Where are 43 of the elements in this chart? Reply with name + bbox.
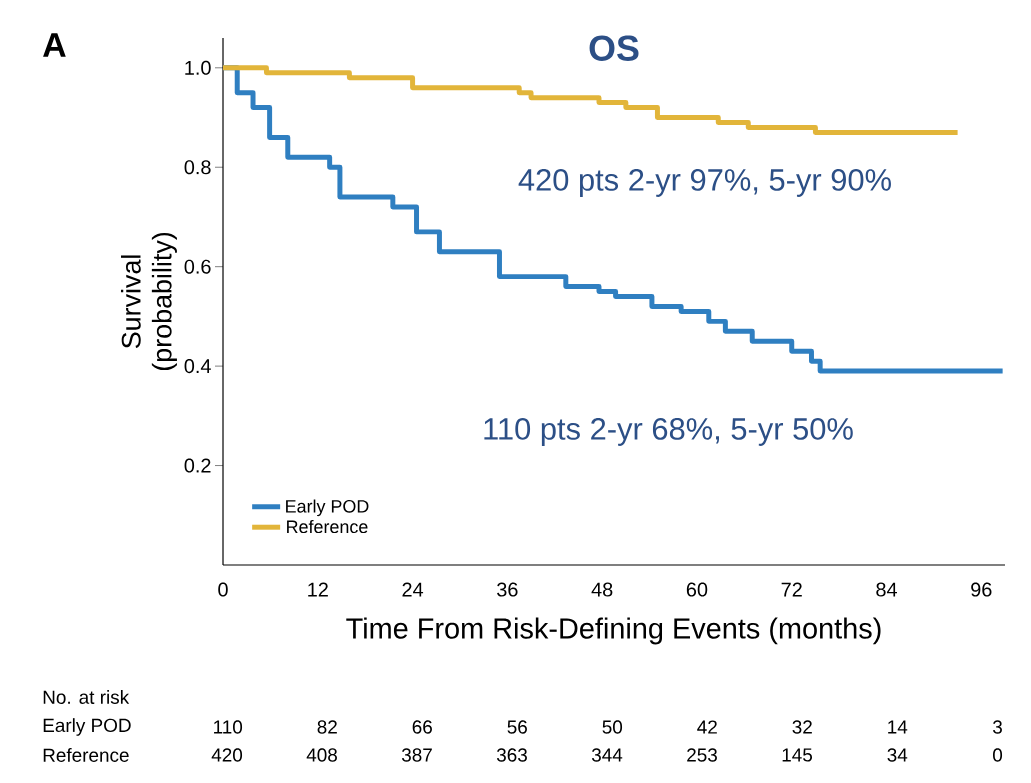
text: 253 xyxy=(687,748,717,762)
x-tick-label: 72 xyxy=(781,582,802,597)
annotation: 110 pts 2-yr 68%, 5-yr 50% xyxy=(484,418,853,446)
y-tick-label: 0.6 xyxy=(184,259,211,274)
text: 82 xyxy=(317,720,337,734)
x-tick-label: 12 xyxy=(308,582,328,597)
y-tick-label: 0.2 xyxy=(184,458,211,473)
x-tick-label: 96 xyxy=(971,582,992,597)
text: 387 xyxy=(401,748,432,762)
x-axis-title: Time From Risk-Defining Events (months) xyxy=(346,617,881,645)
text: 32 xyxy=(792,720,812,734)
x-tick-label: 24 xyxy=(402,582,424,597)
text: 110 xyxy=(214,720,243,734)
y-tick-label: 0.8 xyxy=(184,160,211,175)
text: 42 xyxy=(697,720,717,734)
text: Early POD xyxy=(43,718,131,736)
text: 420 xyxy=(211,748,243,762)
y-tick-label: 0.4 xyxy=(184,359,211,374)
x-tick-label: 0 xyxy=(218,582,228,597)
legend-label: Reference xyxy=(287,519,368,534)
text: 14 xyxy=(888,720,908,734)
text: 145 xyxy=(782,748,813,762)
text: 408 xyxy=(306,748,337,762)
text: 0 xyxy=(993,748,1003,762)
x-tick-label: 84 xyxy=(876,582,898,597)
text: 66 xyxy=(412,720,432,734)
chart-title: OS xyxy=(589,35,639,61)
x-tick-label: 48 xyxy=(591,582,613,597)
annotation: 420 pts 2-yr 97%, 5-yr 90% xyxy=(518,169,891,197)
text: 363 xyxy=(496,748,527,762)
y-axis-title: Survival (probability) xyxy=(120,232,177,371)
text: Reference xyxy=(43,748,129,762)
text: A xyxy=(43,33,66,57)
text: 56 xyxy=(507,720,527,734)
y-tick-label: 1.0 xyxy=(185,60,211,75)
text: 34 xyxy=(887,748,908,762)
x-tick-label: 36 xyxy=(497,582,518,597)
legend-label: Early POD xyxy=(286,499,369,517)
text: 344 xyxy=(591,748,623,762)
text: 50 xyxy=(602,720,623,734)
text: 3 xyxy=(993,720,1002,734)
x-tick-label: 60 xyxy=(686,582,708,597)
text: No. at risk xyxy=(43,690,130,704)
